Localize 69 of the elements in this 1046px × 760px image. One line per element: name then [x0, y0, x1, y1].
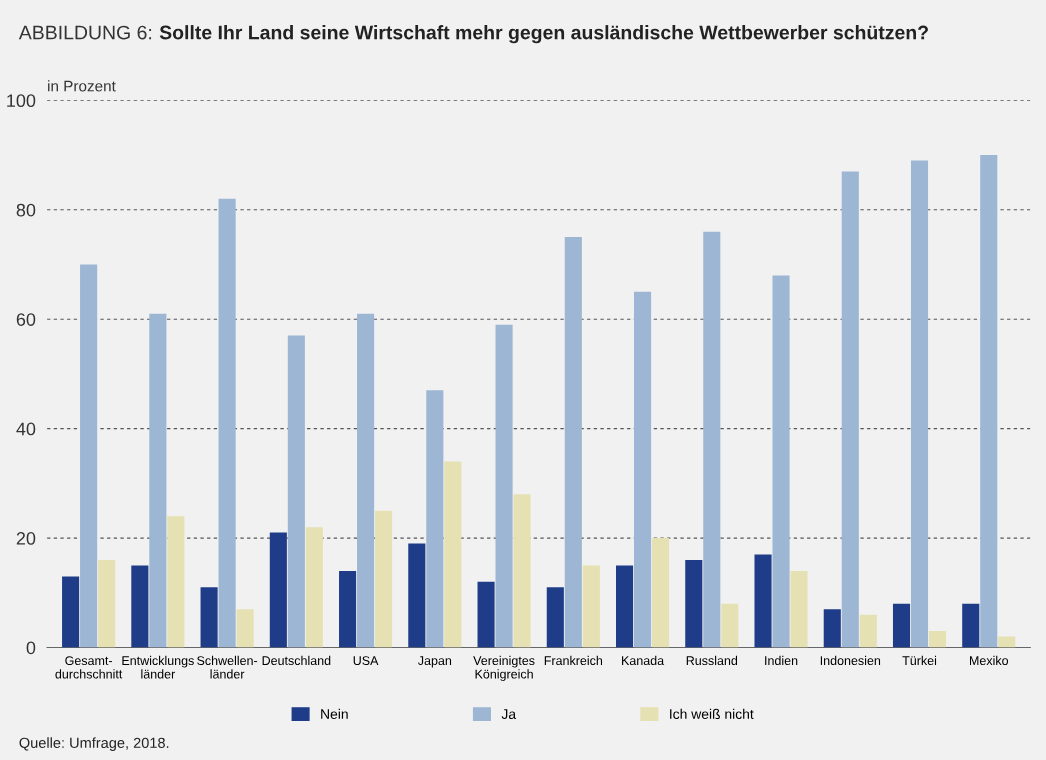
bar: [477, 581, 495, 648]
bar: [426, 390, 444, 648]
bar: [703, 231, 721, 648]
bar: [823, 609, 841, 648]
bar: [928, 631, 947, 648]
bar: [305, 527, 323, 648]
x-tick-label: Kanada: [622, 655, 665, 666]
x-tick-label: USA: [353, 656, 379, 666]
x-tick-label: Frankreich: [544, 655, 603, 666]
bar: [962, 603, 980, 648]
bar: [754, 554, 772, 648]
x-tick-label: Indonesien: [820, 655, 881, 666]
bar: [98, 559, 116, 648]
x-tick-label: Vereinigtes Königreich: [473, 655, 535, 681]
bar: [546, 587, 564, 648]
bar: [513, 494, 531, 648]
bar: [980, 155, 998, 648]
y-tick-label: 0: [26, 641, 36, 655]
bar: [149, 313, 167, 648]
x-tick-label: Indien: [765, 655, 798, 666]
y-tick-label: 60: [16, 313, 36, 326]
bar: [495, 324, 513, 648]
x-tick-label: Japan: [417, 656, 452, 668]
bar: [218, 198, 236, 648]
x-tick-label: Schwellen- länder: [197, 655, 258, 679]
bar: [721, 603, 739, 648]
bar: [200, 587, 218, 648]
y-tick-label: 40: [16, 422, 36, 436]
bar: [790, 570, 808, 648]
bar: [339, 570, 357, 648]
bar: [564, 237, 582, 648]
x-tick-label: Türkei: [902, 655, 937, 666]
source-note: Quelle: Umfrage, 2018.: [19, 737, 169, 751]
x-tick-label: Entwicklungs länder: [122, 655, 194, 679]
bar: [892, 603, 911, 648]
bar: [444, 461, 462, 648]
bar: [582, 565, 600, 648]
bar: [634, 291, 652, 648]
x-tick-label: Russland: [686, 655, 738, 666]
bar: [287, 335, 305, 648]
y-axis-title: in Prozent: [48, 80, 116, 92]
y-tick-label: 20: [16, 532, 36, 545]
x-tick-label: Gesamt- durchschnitt: [55, 656, 123, 679]
y-tick-label: 100: [7, 94, 36, 108]
legend-label: Nein: [321, 708, 348, 720]
bar: [131, 565, 149, 648]
bar: [859, 614, 877, 648]
bar: [167, 516, 185, 648]
y-tick-label: 80: [16, 203, 36, 217]
bar: [269, 532, 287, 648]
bar: [62, 576, 80, 648]
legend-label: Ich weiß nicht: [670, 708, 754, 720]
bar: [685, 559, 703, 648]
bar: [357, 313, 375, 648]
x-tick-label: Deutschland: [262, 655, 331, 666]
x-tick-label: Mexiko: [969, 655, 1009, 666]
bar: [841, 171, 859, 648]
bar: [616, 565, 634, 648]
bar: [910, 160, 929, 648]
chart-subtitle: Sollte Ihr Land seine Wirtschaft mehr gegen ausländische Wettbewerber schützen?: [159, 25, 928, 44]
chart-title: ABBILDUNG 6:: [18, 25, 152, 40]
bar: [772, 275, 790, 648]
bar: [80, 264, 98, 648]
legend-label: Ja: [501, 709, 517, 720]
bar: [375, 510, 393, 648]
bar: [652, 538, 670, 648]
bar: [408, 543, 426, 648]
bar: [236, 609, 254, 648]
bar: [998, 636, 1016, 648]
